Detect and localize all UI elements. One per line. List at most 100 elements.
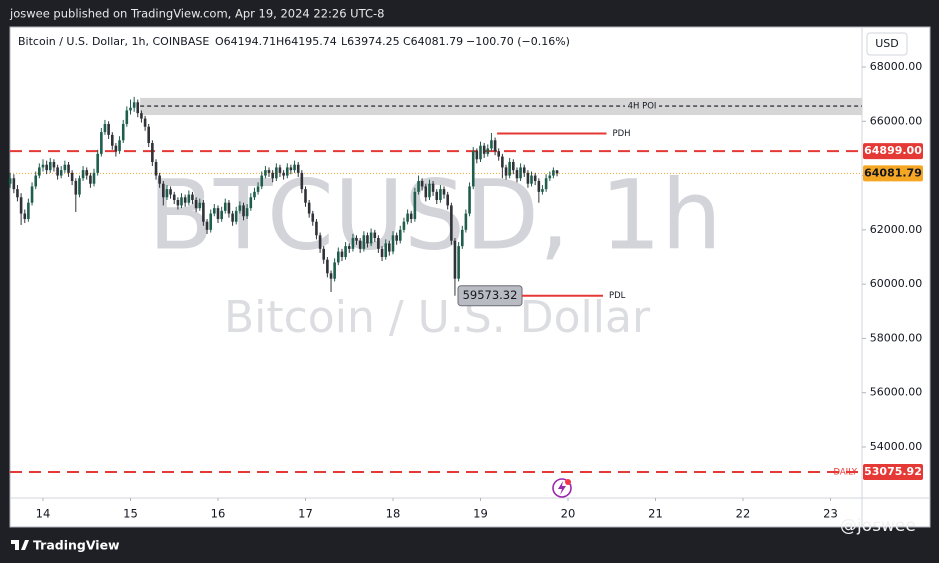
- price-box-label: 64899.00: [864, 144, 922, 157]
- candle-body: [479, 145, 482, 160]
- candle-body: [351, 237, 355, 249]
- candle-body: [27, 202, 30, 219]
- y-tick-label: 54000.00: [870, 440, 923, 453]
- candle-body: [493, 140, 497, 152]
- candle-body: [245, 208, 249, 217]
- candle-body: [311, 213, 315, 222]
- watermark: BTCUSD, 1h: [148, 159, 722, 271]
- candle-body: [118, 140, 121, 152]
- candle-body: [158, 175, 161, 184]
- candle-body: [384, 243, 388, 257]
- candle-body: [140, 113, 143, 119]
- candle-body: [191, 194, 194, 200]
- candle-body: [267, 170, 271, 173]
- candle-body: [468, 186, 471, 214]
- candle-body: [482, 145, 486, 154]
- candle-body: [19, 197, 23, 214]
- caption: joswee published on TradingView.com, Apr…: [9, 7, 384, 21]
- candle-body: [114, 145, 118, 152]
- candle-body: [81, 170, 85, 179]
- candle-body: [125, 110, 129, 124]
- candle-body: [501, 156, 504, 168]
- candle-body: [176, 199, 180, 206]
- candle-body: [315, 221, 318, 236]
- candle-body: [129, 107, 132, 111]
- candle-body: [395, 235, 398, 241]
- candle-body: [555, 170, 559, 174]
- candle-body: [63, 164, 67, 171]
- candle-body: [162, 183, 165, 198]
- candle-body: [373, 232, 377, 238]
- candle-body: [519, 167, 522, 179]
- watermark-subtitle: Bitcoin / U.S. Dollar: [224, 292, 651, 343]
- candle-body: [515, 170, 519, 179]
- candle-body: [504, 167, 508, 176]
- y-tick-label: 62000.00: [870, 223, 923, 236]
- candle-body: [552, 170, 555, 176]
- x-tick-label: 21: [648, 507, 663, 521]
- candle-body: [398, 229, 402, 241]
- candle-body: [442, 189, 446, 195]
- candle-body: [406, 213, 409, 222]
- y-tick-label: 56000.00: [870, 386, 923, 399]
- candle-body: [362, 235, 366, 249]
- candle-body: [74, 180, 78, 195]
- candle-body: [78, 178, 81, 195]
- candle-body: [223, 202, 227, 211]
- candle-body: [136, 102, 140, 114]
- ohlc-change: −100.70 (−0.16%): [466, 35, 570, 48]
- candle-body: [227, 202, 231, 214]
- x-tick-label: 15: [123, 507, 138, 521]
- candle-body: [289, 167, 293, 171]
- candle-body: [355, 237, 358, 241]
- candle-body: [256, 186, 260, 192]
- y-tick-label: 60000.00: [870, 277, 923, 290]
- x-tick-label: 20: [561, 507, 576, 521]
- candle-body: [45, 164, 48, 171]
- candle-body: [100, 132, 103, 154]
- candle-body: [347, 246, 351, 249]
- candle-body: [369, 232, 373, 244]
- candle-body: [271, 172, 274, 179]
- candle-body: [52, 161, 56, 168]
- candle-body: [486, 148, 490, 154]
- candle-body: [344, 246, 347, 257]
- candle-body: [154, 161, 158, 176]
- brand-logo: [11, 540, 29, 550]
- x-tick-label: 17: [298, 507, 313, 521]
- candle-body: [107, 123, 110, 135]
- candle-body: [59, 170, 63, 176]
- candle-body: [238, 205, 242, 211]
- brand: TradingView: [33, 538, 120, 553]
- candle-body: [471, 151, 475, 187]
- candle-body: [530, 175, 533, 184]
- price-box-label: 64081.79: [864, 166, 922, 179]
- currency-button[interactable]: [866, 32, 908, 56]
- candle-body: [89, 175, 92, 184]
- candle-body: [121, 123, 125, 141]
- candle-body: [358, 240, 362, 249]
- candle-body: [340, 251, 344, 257]
- candle-body: [34, 175, 38, 187]
- candle-body: [522, 167, 526, 173]
- level-label: PDL: [609, 291, 626, 301]
- candle-body: [264, 170, 267, 176]
- candle-body: [278, 167, 282, 173]
- candle-body: [8, 178, 12, 184]
- ohlc-open: O64194.71: [215, 35, 276, 48]
- x-tick-label: 18: [386, 507, 401, 521]
- currency-label[interactable]: USD: [875, 37, 899, 50]
- candle-body: [110, 134, 114, 146]
- candle-body: [285, 167, 289, 176]
- candle-body: [329, 273, 333, 279]
- price-box-label: 53075.92: [864, 465, 922, 478]
- candle-body: [337, 251, 340, 263]
- candle-body: [253, 191, 256, 198]
- candle-body: [420, 180, 424, 187]
- candle-body: [12, 178, 16, 190]
- alert-icon[interactable]: [552, 478, 572, 498]
- candle-body: [537, 180, 541, 192]
- candle-body: [526, 172, 530, 184]
- candle-body: [38, 167, 41, 176]
- level-label-bg: [625, 100, 659, 113]
